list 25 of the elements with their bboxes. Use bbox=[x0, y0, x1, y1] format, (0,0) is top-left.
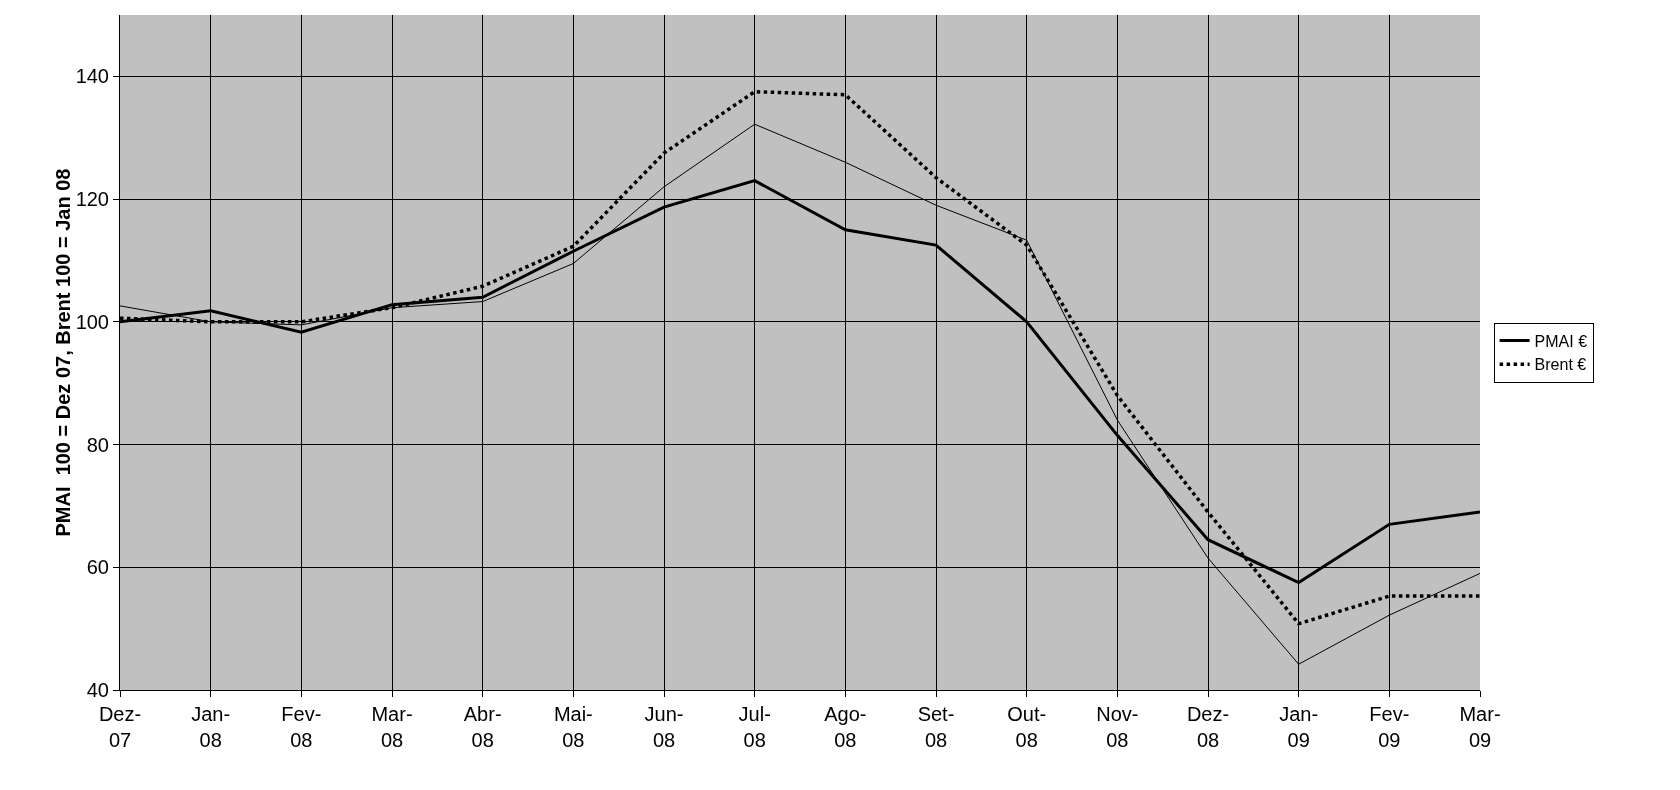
x-tick-label: Jan-08 bbox=[191, 703, 231, 751]
x-tick-label: Fev-08 bbox=[281, 703, 322, 751]
y-tick-label: 100 bbox=[75, 310, 109, 333]
x-tick-label: Nov-08 bbox=[1096, 703, 1139, 751]
x-tick-label: Set-08 bbox=[917, 703, 955, 751]
x-tick-label: Mar-09 bbox=[1459, 703, 1501, 751]
x-tick-label: Dez-07 bbox=[98, 703, 142, 751]
x-tick-label: Ago-08 bbox=[824, 703, 867, 751]
x-tick-label: Jan-09 bbox=[1279, 703, 1319, 751]
y-tick-label: 80 bbox=[86, 433, 109, 456]
legend-label: PMAI € bbox=[1534, 332, 1588, 350]
x-tick-label: Out-08 bbox=[1007, 703, 1047, 751]
x-tick-label: Jul-08 bbox=[738, 703, 771, 751]
y-axis-title: PMAI 100 = Dez 07, Brent 100 = Jan 08 bbox=[51, 168, 74, 537]
x-tick-label: Abr-08 bbox=[463, 703, 502, 751]
y-tick-label: 140 bbox=[75, 65, 109, 88]
x-tick-label: Jun-08 bbox=[644, 703, 684, 751]
legend-label: Brent € bbox=[1534, 356, 1587, 374]
y-tick-label: 120 bbox=[75, 188, 109, 211]
x-tick-label: Fev-09 bbox=[1369, 703, 1410, 751]
x-tick-label: Dez-08 bbox=[1186, 703, 1230, 751]
y-tick-label: 60 bbox=[86, 556, 109, 579]
x-tick-label: Mar-08 bbox=[371, 703, 413, 751]
y-tick-label: 40 bbox=[86, 679, 109, 701]
x-tick-label: Mai-08 bbox=[553, 703, 593, 751]
